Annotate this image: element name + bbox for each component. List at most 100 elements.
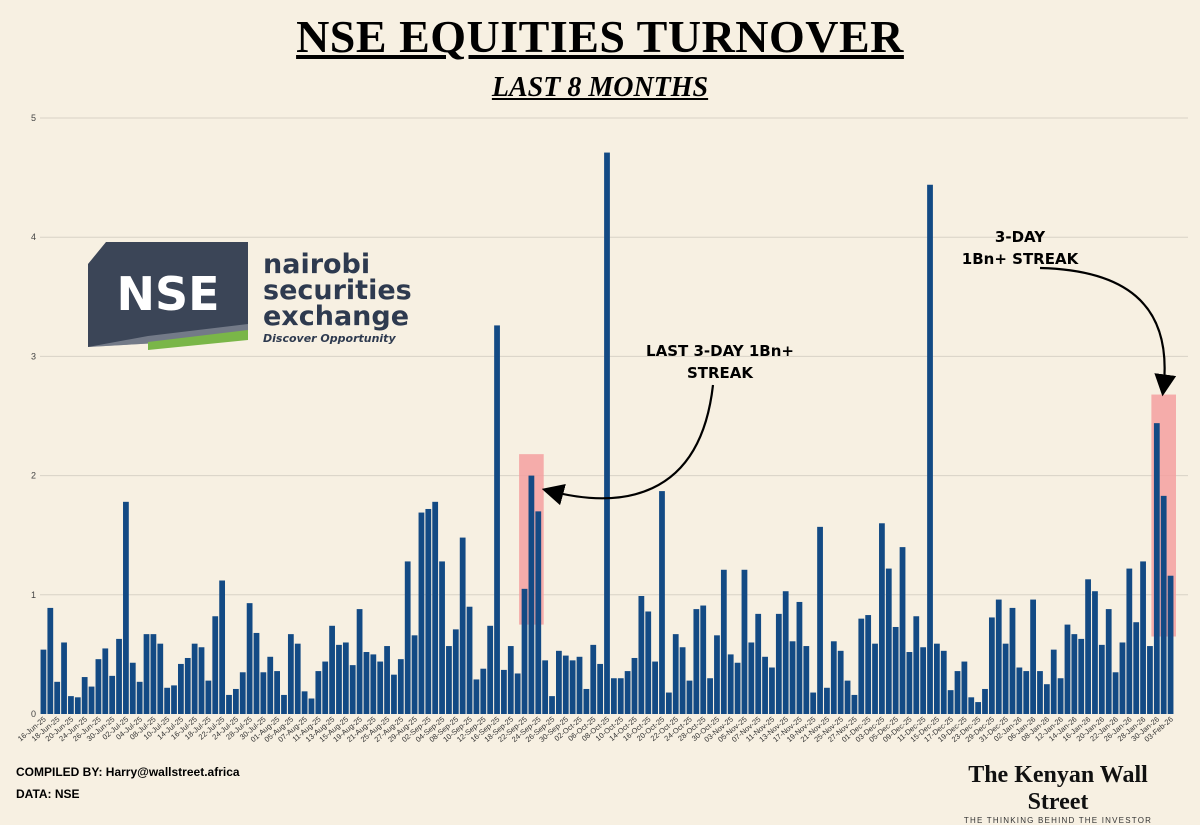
bar [219,580,226,714]
bar [975,702,982,714]
bar [446,646,452,714]
bar [150,634,157,714]
bar [789,641,796,714]
bar [452,629,459,714]
bar [47,607,54,714]
bar [301,691,308,714]
bar [782,591,789,714]
bar [109,675,116,714]
bar [1133,622,1140,714]
bar [769,667,775,714]
bar [741,569,748,714]
bar [913,616,920,714]
bar [1167,575,1174,714]
bar [1037,671,1043,714]
bar [1030,599,1036,714]
y-tick-label: 2 [31,471,36,481]
bar [494,325,500,714]
bar [665,692,672,714]
bar [576,656,583,714]
bar [267,656,274,714]
bar [1085,579,1091,714]
bar [803,646,810,714]
annotation-left-line-2: STREAK [686,364,754,382]
bar [274,671,280,714]
bar [569,660,576,714]
bar [136,681,143,714]
bar [205,680,212,714]
bar [727,654,734,714]
bar [514,673,521,714]
bar [116,638,122,714]
bar [507,646,514,714]
y-tick-label: 5 [31,113,36,123]
annotation-right-line-2: 1Bn+ STREAK [961,250,1079,268]
bar [693,609,700,714]
bar [906,652,913,714]
nse-logo-wordmark: nairobi securities exchange [263,249,412,332]
bar [679,647,686,714]
bar [95,659,102,714]
bar [700,605,707,714]
data-source: DATA: NSE [16,787,80,801]
chart-subtitle: LAST 8 MONTHS [491,72,709,103]
bar [61,642,67,714]
nse-logo-line-3: exchange [263,301,410,332]
bar [556,650,562,714]
bar [157,643,164,714]
bar [899,547,906,714]
bar [466,606,473,714]
bar [714,635,720,714]
bar [74,697,81,714]
bar [1023,671,1030,714]
bar [123,501,129,714]
bar [129,662,136,714]
bar [837,650,844,714]
bar [68,696,74,714]
bar [1092,591,1098,714]
bar [879,523,885,714]
nse-logo: NSE nairobi securities exchange Discover… [88,242,418,350]
bar [885,568,892,714]
bar [171,685,177,714]
bar [329,625,335,714]
bar [322,661,329,714]
bar [549,696,555,714]
bar [1016,667,1023,714]
bar [349,665,356,714]
bar [775,613,782,714]
bar [315,671,322,714]
bar [851,694,858,714]
nse-logo-tagline: Discover Opportunity [263,332,396,345]
bar [940,650,947,714]
bar [1002,643,1009,714]
bar [817,526,823,714]
bar [617,678,624,714]
bar [590,644,597,714]
bar [473,679,480,714]
nse-logo-line-1: nairobi [263,249,371,280]
bar [954,671,961,714]
arrow-left [541,384,715,506]
bar [597,663,604,714]
bar [830,641,837,714]
bar [1112,672,1119,714]
bar [178,663,184,714]
bar [239,672,246,714]
bar [363,652,370,714]
bar [755,613,762,714]
bar [1009,607,1016,714]
nse-logo-line-2: securities [263,275,412,306]
bar [281,694,287,714]
bar [487,625,494,714]
bar [40,649,47,714]
bar [734,662,741,714]
y-tick-label: 0 [31,709,36,719]
bar [232,688,239,714]
bar [1105,609,1112,714]
bar [1098,644,1105,714]
bar [1153,423,1160,714]
bar [342,642,349,714]
bar [1147,646,1153,714]
